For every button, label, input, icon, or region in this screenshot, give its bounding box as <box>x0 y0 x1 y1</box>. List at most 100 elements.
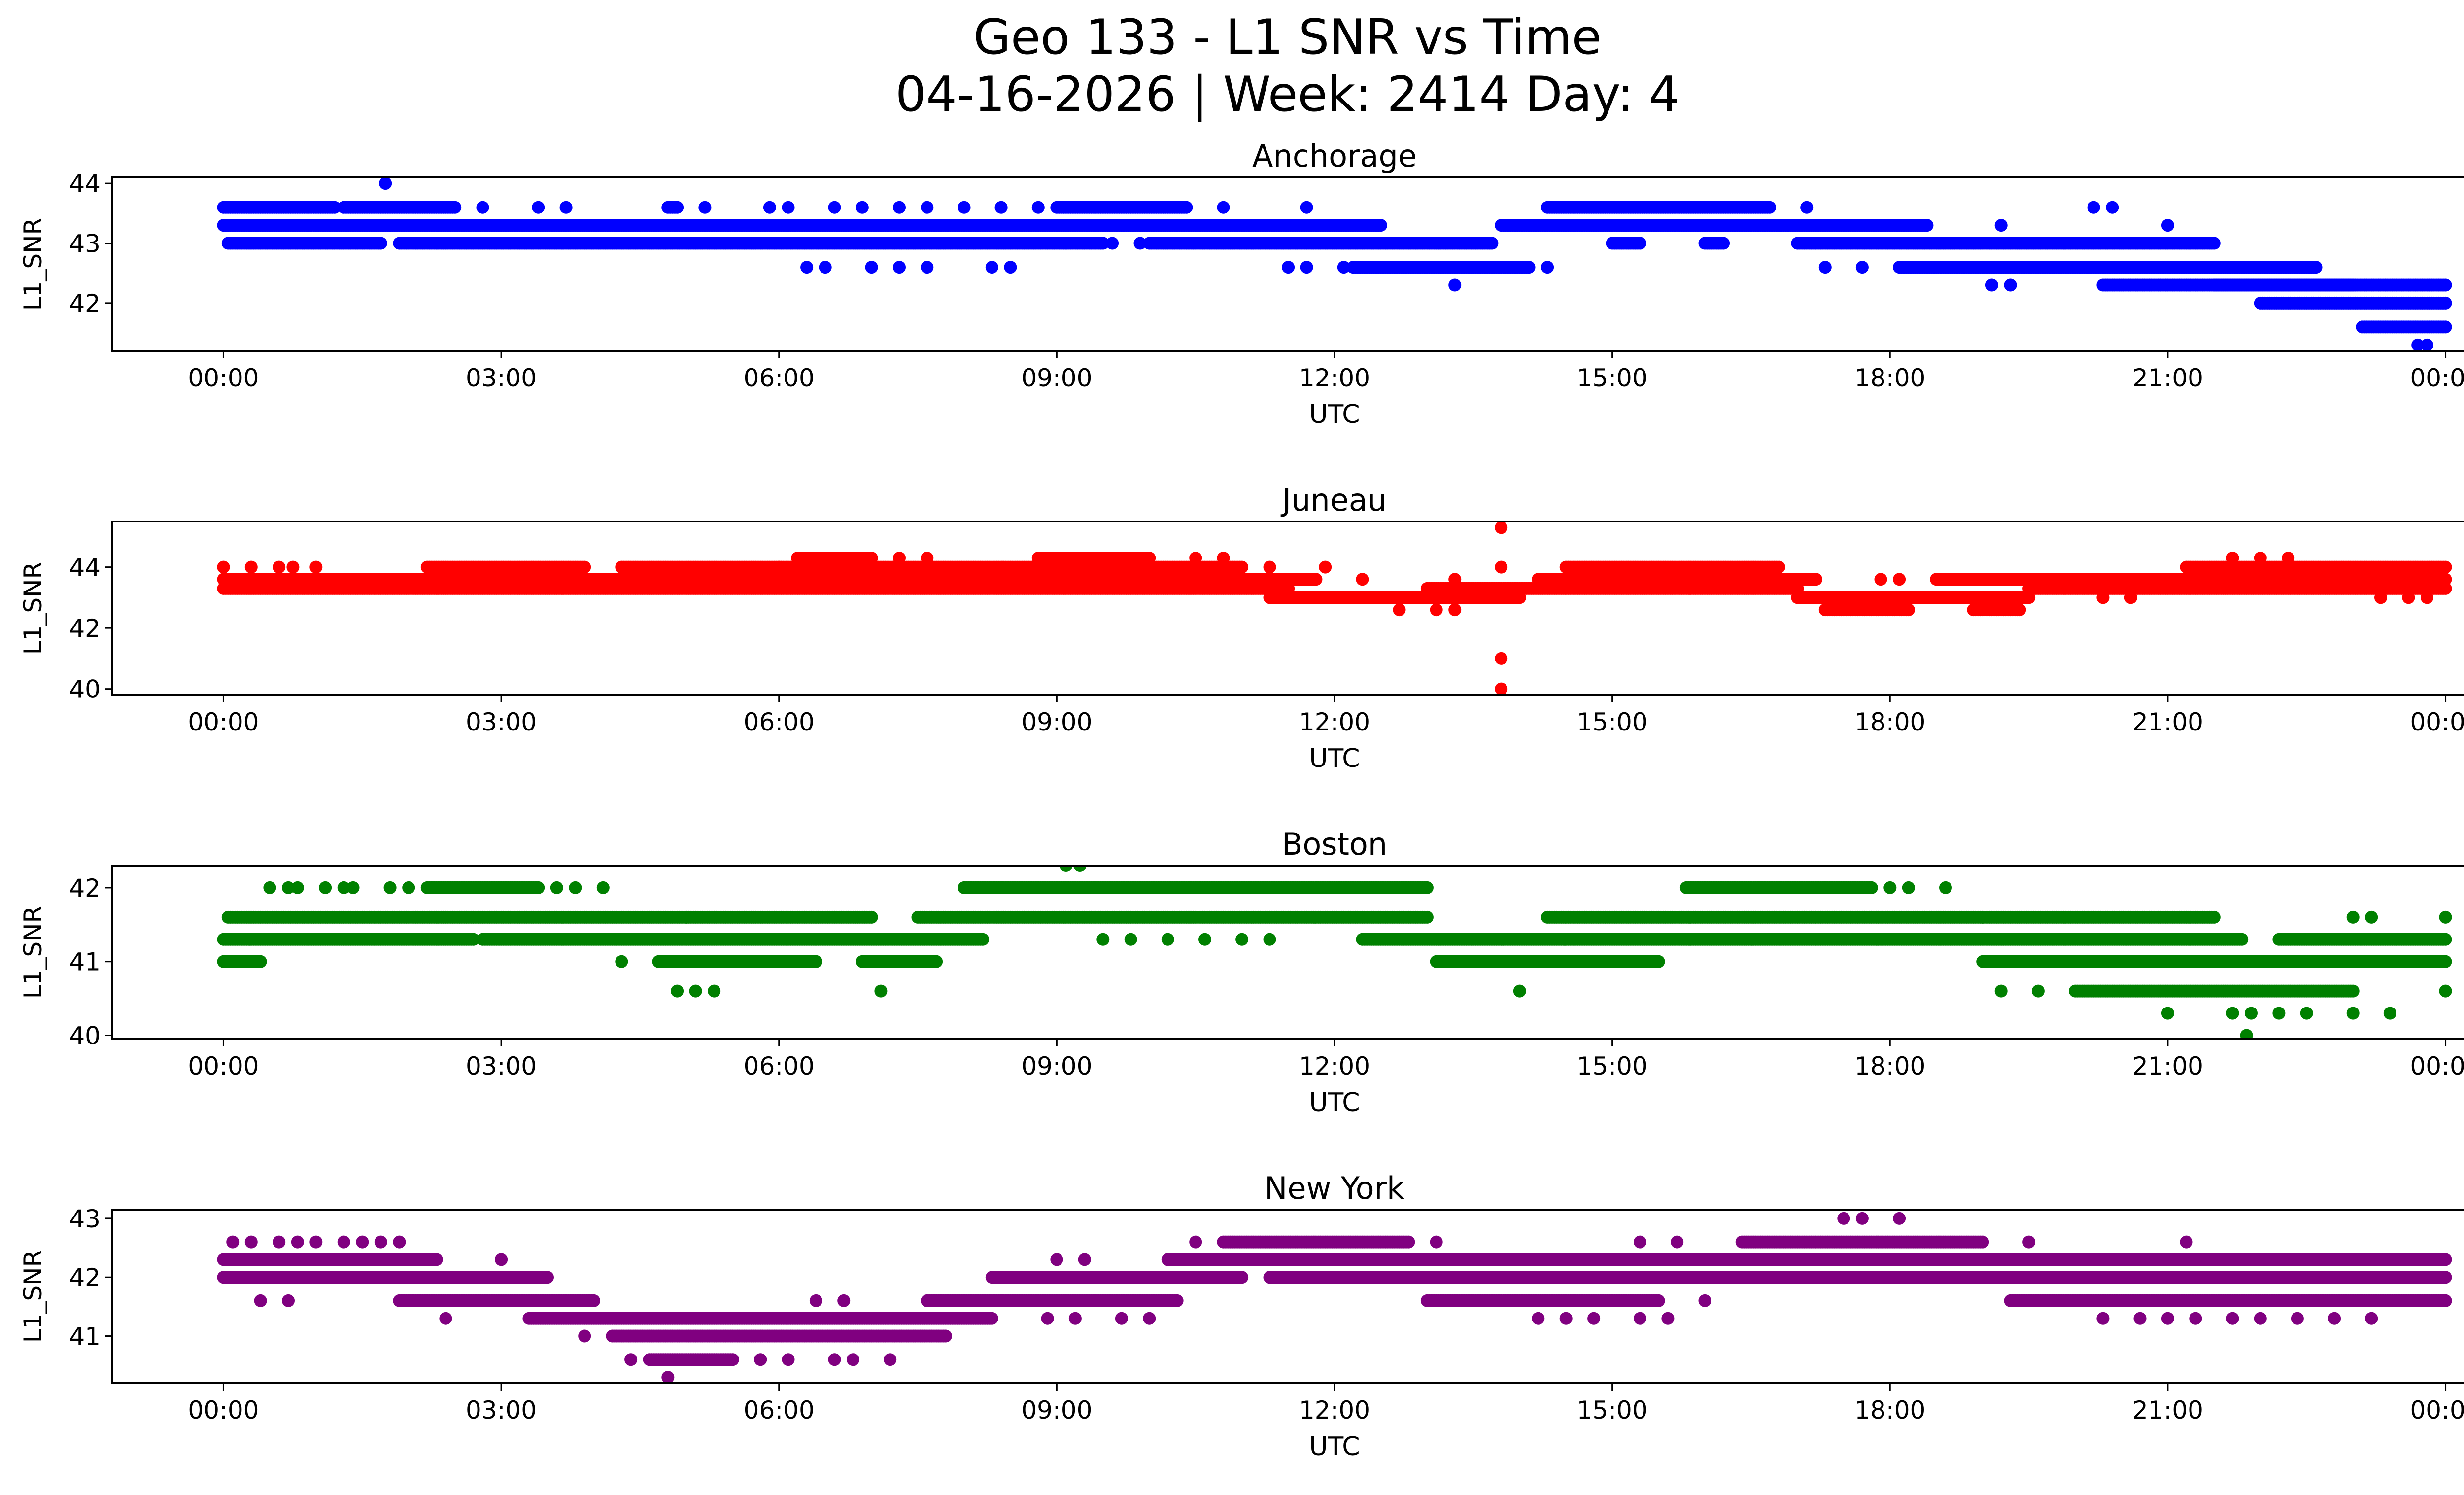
data-point <box>1495 682 1508 695</box>
subplot-juneau: 00:00 03:00 06:00 09:00 12:00 15:00 18:00 21:00… <box>19 482 2464 773</box>
data-point <box>1356 573 1369 586</box>
data-point <box>2309 261 2323 274</box>
data-point <box>1874 573 1887 586</box>
data-point <box>1855 261 1869 274</box>
x-tick-label: 09:00 <box>1021 708 1092 736</box>
data-point <box>1300 201 1313 214</box>
data-point <box>2439 560 2452 574</box>
data-point <box>1772 560 1785 574</box>
data-point <box>1994 219 2008 232</box>
y-tick-label: 44 <box>69 554 101 582</box>
data-point <box>1300 261 1313 274</box>
data-point <box>309 560 323 574</box>
data-point <box>1717 237 1730 250</box>
data-point <box>286 560 300 574</box>
data-point <box>379 177 392 190</box>
data-point <box>1180 201 1193 214</box>
data-point <box>994 201 1008 214</box>
data-point <box>2096 591 2110 604</box>
data-point <box>1096 237 1110 250</box>
data-point <box>2106 201 2119 214</box>
data-point <box>2411 338 2425 351</box>
data-point <box>1810 573 1822 586</box>
data-point <box>1106 237 1119 250</box>
data-point <box>2004 278 2017 292</box>
data-point <box>1448 573 1462 586</box>
x-tick-label: 06:00 <box>744 708 815 736</box>
data-point <box>273 560 286 574</box>
data-point <box>2013 603 2026 617</box>
x-tick-label: 18:00 <box>1854 708 1925 736</box>
data-point <box>1522 261 1536 274</box>
data-point <box>1485 237 1499 250</box>
data-point <box>856 201 869 214</box>
x-tick-label: 15:00 <box>1577 708 1648 736</box>
data-point <box>2254 552 2267 565</box>
data-point <box>1495 522 1508 534</box>
data-point <box>1133 237 1147 250</box>
data-point <box>2282 552 2295 565</box>
data-point <box>2439 278 2452 292</box>
data-point <box>1818 261 1832 274</box>
x-tick-label: 06:00 <box>744 364 815 392</box>
data-point <box>1763 201 1776 214</box>
data-point <box>1448 603 1462 617</box>
y-tick-label: 42 <box>69 289 101 318</box>
y-axis-label: L1_SNR <box>19 562 47 655</box>
data-point <box>578 560 591 574</box>
data-point <box>1495 560 1508 574</box>
plot-area <box>112 522 2464 695</box>
data-point <box>1319 560 1332 574</box>
data-point <box>1309 573 1323 586</box>
data-point <box>1800 201 1814 214</box>
data-point <box>782 201 795 214</box>
x-tick-label: 00:00 <box>2410 708 2464 736</box>
data-point <box>921 261 934 274</box>
data-point <box>865 261 878 274</box>
figure-title-line-2: 04-16-2026 | Week: 2414 Day: 4 <box>895 67 1679 123</box>
data-point <box>921 552 934 565</box>
data-point <box>1634 237 1646 250</box>
x-tick-label: 03:00 <box>466 364 537 392</box>
x-tick-label: 00:00 <box>188 708 259 736</box>
data-point <box>819 261 832 274</box>
data-points <box>217 522 2452 695</box>
x-tick-label: 00:00 <box>188 364 259 392</box>
data-point <box>2087 201 2100 214</box>
data-point <box>865 552 878 565</box>
data-point <box>2421 591 2433 604</box>
data-point <box>958 201 971 214</box>
data-point <box>2226 552 2239 565</box>
data-point <box>1513 591 1526 604</box>
data-point <box>985 261 998 274</box>
data-points <box>217 177 2452 351</box>
subplot-title: Anchorage <box>1252 138 1417 174</box>
x-tick-label: 21:00 <box>2132 364 2203 392</box>
data-point <box>893 201 906 214</box>
data-point <box>1393 603 1406 617</box>
data-point <box>763 201 776 214</box>
data-point <box>1985 278 1998 292</box>
y-tick-label: 43 <box>69 230 101 258</box>
data-point <box>476 201 489 214</box>
y-tick-label: 44 <box>69 170 101 198</box>
x-tick-label: 09:00 <box>1021 364 1092 392</box>
subplot-anchorage: 00:00 03:00 06:00 09:00 12:00 15:00 18:00 21:00… <box>19 138 2464 429</box>
data-point <box>374 237 387 250</box>
data-point <box>1217 552 1230 565</box>
subplot-title: Juneau <box>1280 482 1387 518</box>
data-point <box>532 201 545 214</box>
data-point <box>1893 573 1906 586</box>
data-point <box>2374 591 2387 604</box>
data-point <box>2439 573 2452 586</box>
data-point <box>2421 338 2433 351</box>
data-point <box>2402 591 2415 604</box>
data-point <box>1004 261 1017 274</box>
data-points <box>217 866 2452 1039</box>
data-point <box>828 201 841 214</box>
data-point <box>244 560 258 574</box>
x-tick-label: 12:00 <box>1299 708 1370 736</box>
figure-title: Geo 133 - L1 SNR vs Time 04-16-2026 | We… <box>0 9 2464 123</box>
data-point <box>1541 261 1554 274</box>
figure-title-line-1: Geo 133 - L1 SNR vs Time <box>973 9 1602 66</box>
